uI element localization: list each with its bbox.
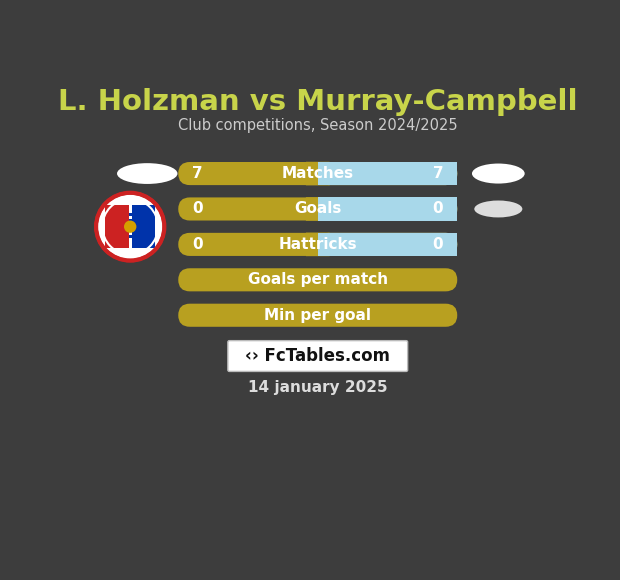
Circle shape (124, 220, 136, 233)
Bar (131, 205, 155, 248)
FancyBboxPatch shape (306, 197, 330, 221)
FancyBboxPatch shape (317, 197, 458, 220)
Text: 0: 0 (433, 201, 443, 216)
Text: 0: 0 (192, 201, 203, 216)
Text: Goals per match: Goals per match (247, 273, 388, 287)
FancyBboxPatch shape (306, 233, 330, 256)
Text: Club competitions, Season 2024/2025: Club competitions, Season 2024/2025 (178, 118, 458, 133)
Text: Matches: Matches (281, 166, 354, 181)
FancyBboxPatch shape (179, 197, 458, 220)
Bar (105, 219, 155, 222)
FancyBboxPatch shape (179, 269, 458, 291)
Ellipse shape (117, 163, 177, 184)
Text: L. Holzman vs Murray-Campbell: L. Holzman vs Murray-Campbell (58, 88, 578, 116)
Bar (105, 235, 155, 238)
Bar (317, 233, 458, 256)
FancyBboxPatch shape (306, 162, 330, 186)
Bar (317, 162, 458, 185)
Text: 0: 0 (433, 237, 443, 252)
FancyBboxPatch shape (228, 340, 408, 371)
Bar (105, 229, 155, 233)
Bar (105, 205, 129, 248)
FancyBboxPatch shape (179, 233, 458, 256)
Text: Goals: Goals (294, 201, 342, 216)
Text: 14 january 2025: 14 january 2025 (248, 380, 388, 395)
FancyBboxPatch shape (317, 233, 458, 256)
Ellipse shape (474, 201, 522, 218)
FancyBboxPatch shape (179, 304, 458, 327)
Text: 7: 7 (433, 166, 443, 181)
Text: 7: 7 (192, 166, 203, 181)
Text: 0: 0 (192, 237, 203, 252)
Text: Hattricks: Hattricks (278, 237, 357, 252)
FancyBboxPatch shape (317, 162, 458, 185)
Circle shape (96, 193, 164, 260)
Bar (317, 197, 458, 220)
Text: Min per goal: Min per goal (264, 308, 371, 322)
FancyBboxPatch shape (179, 162, 458, 185)
Ellipse shape (472, 164, 525, 183)
Text: ‹› FcTables.com: ‹› FcTables.com (246, 347, 390, 365)
Bar (105, 224, 155, 227)
Bar (105, 213, 155, 216)
